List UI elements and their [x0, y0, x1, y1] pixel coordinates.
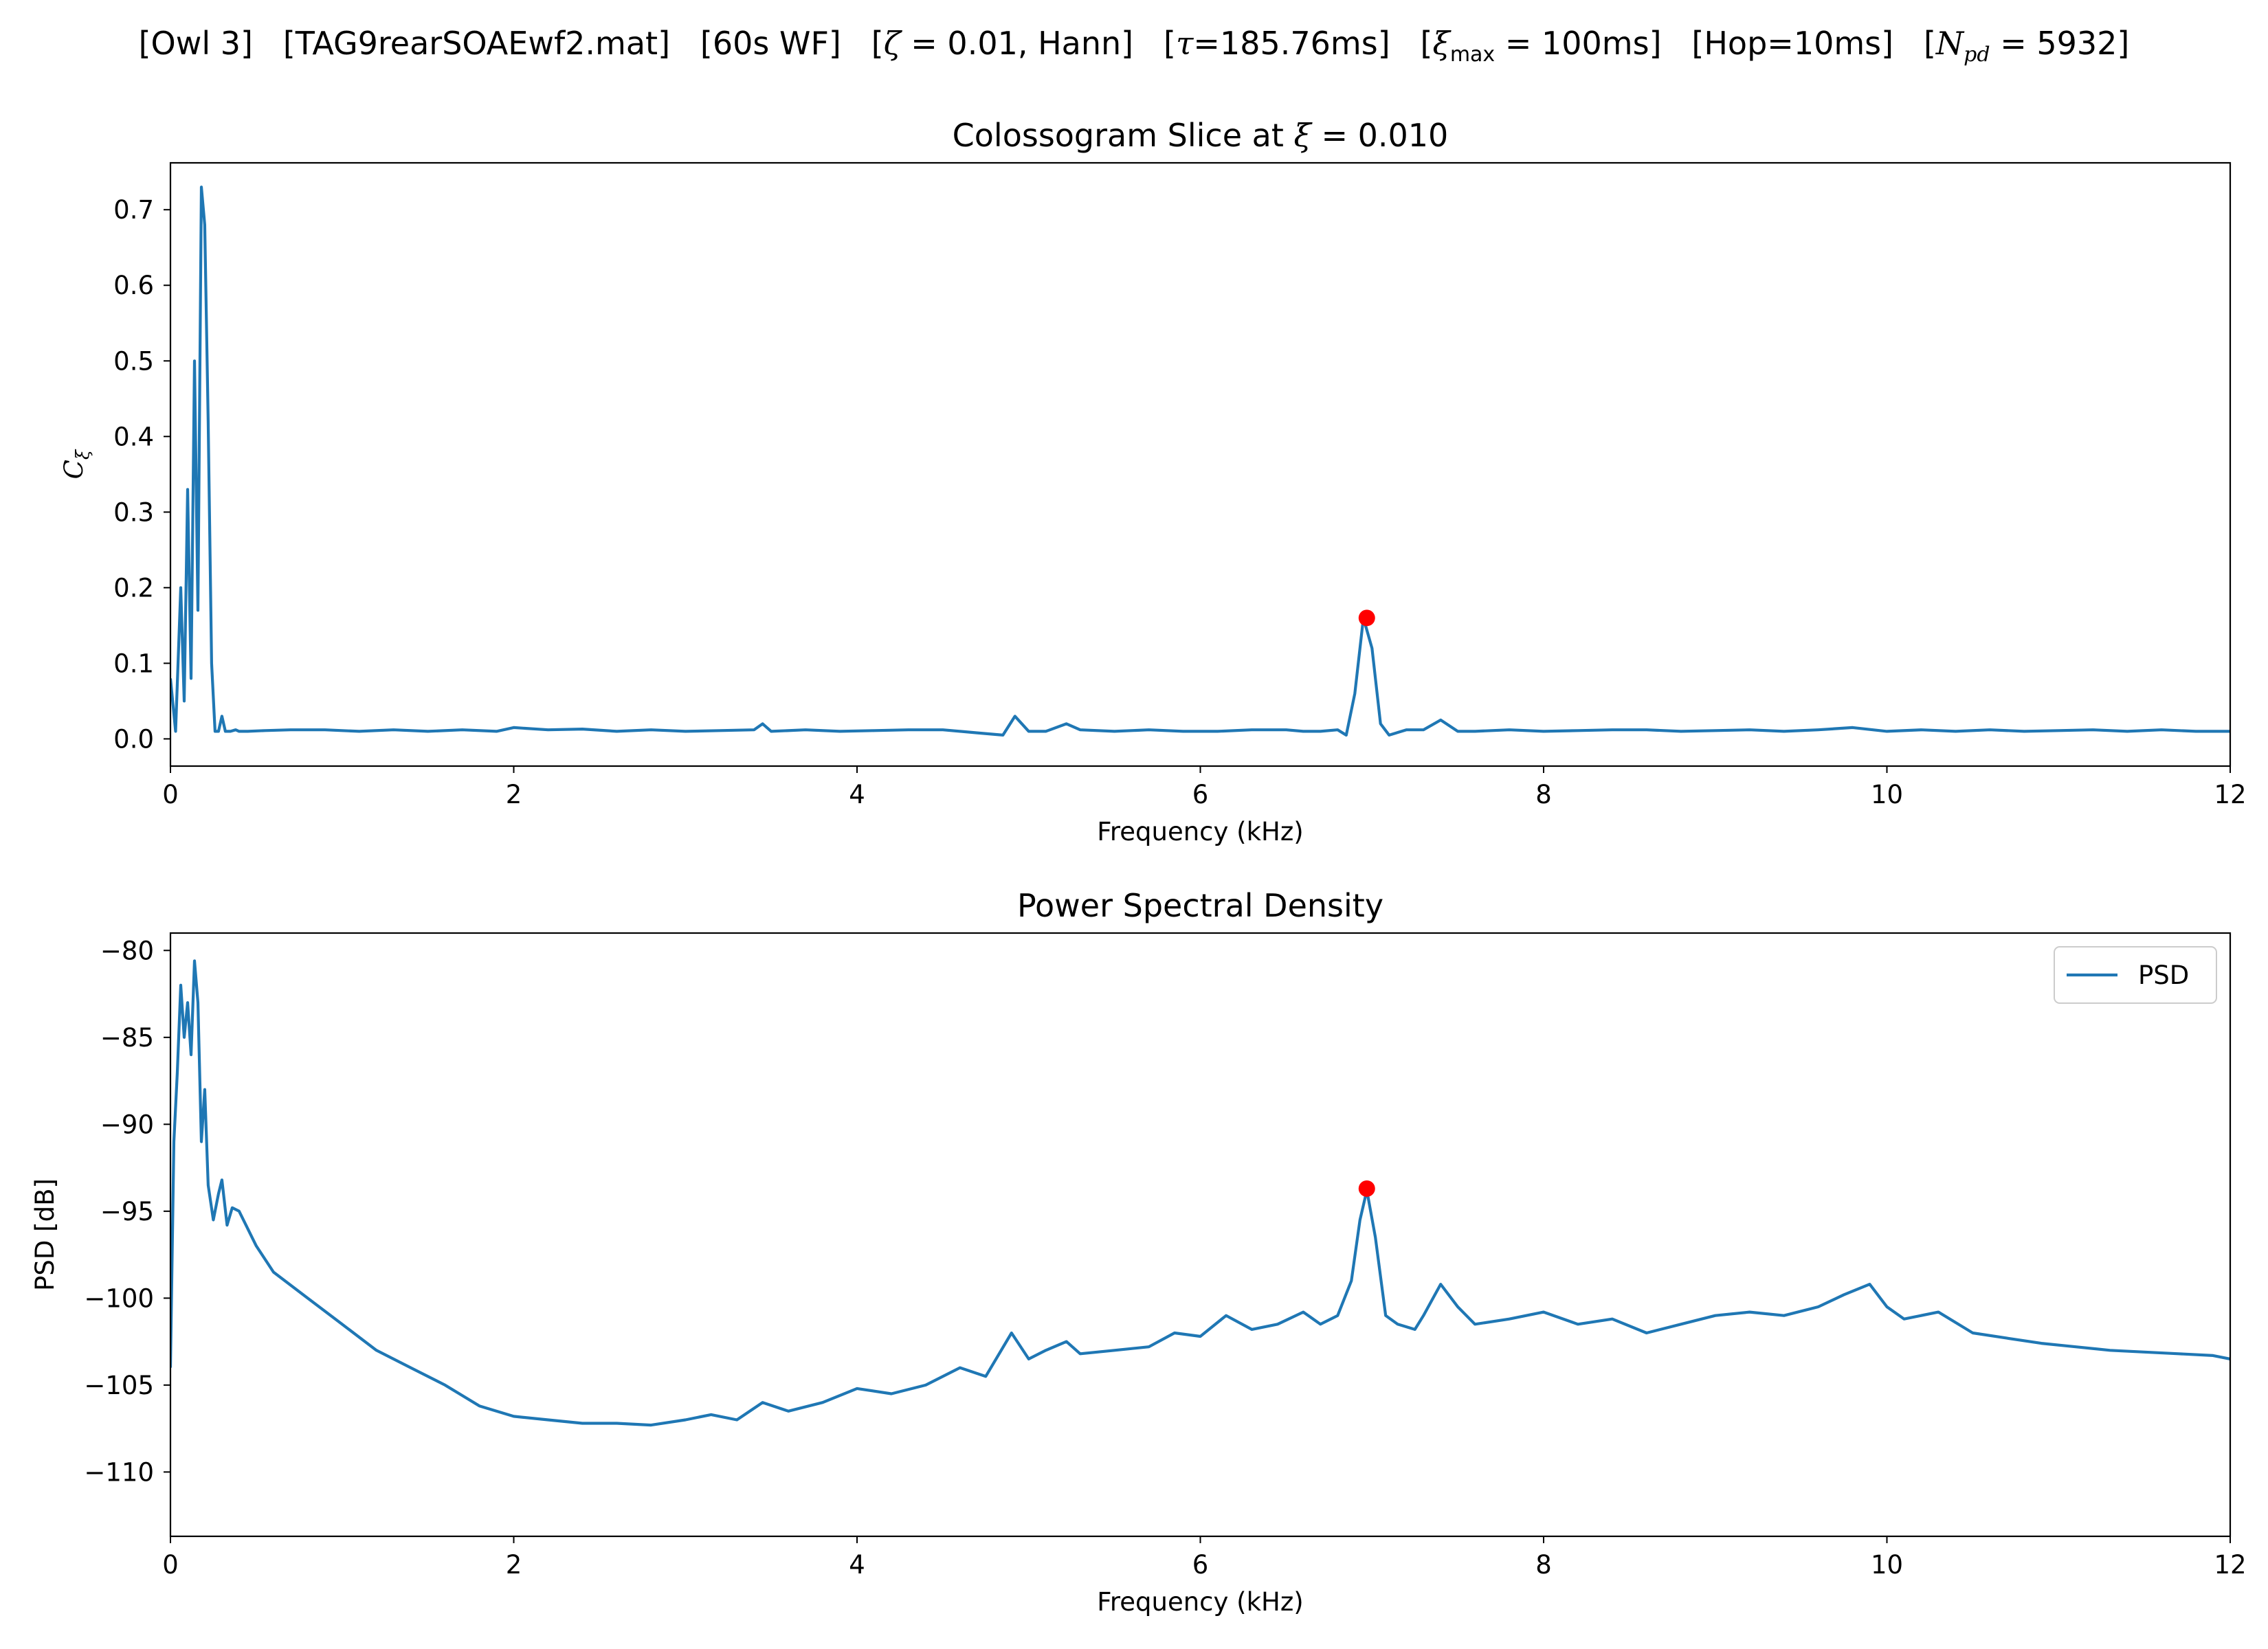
y-axis-label: PSD [dB] [30, 1178, 60, 1291]
x-axis-label: Frequency (kHz) [1097, 817, 1303, 846]
legend-box [2054, 946, 2217, 1004]
y-tick-label: 0.4 [113, 422, 154, 451]
y-axis-label: Cξ [59, 449, 93, 479]
x-tick-label: 10 [1871, 780, 1903, 809]
x-tick-label: 6 [1192, 780, 1209, 809]
y-tick-label: 0.6 [113, 271, 154, 300]
y-tick-label: −105 [84, 1371, 154, 1400]
suptitle-part: [ζ = 0.01, Hann] [871, 25, 1134, 62]
y-tick-label: 0.5 [113, 346, 154, 376]
x-tick-label: 4 [849, 1550, 865, 1580]
x-tick-label: 0 [162, 1550, 179, 1580]
y-tick-label: 0.2 [113, 573, 154, 603]
y-tick-label: 0.1 [113, 649, 154, 678]
suptitle-part: [TAG9rearSOAEwf2.mat] [282, 25, 671, 62]
psd-chart: 0 2 4 6 8 10 12 −80 −85 −90 −95 −100 −105 −110 Power S… [30, 887, 2247, 1617]
axes-frame [169, 932, 2232, 1538]
y-tick-label: 0.3 [113, 497, 154, 527]
x-tick-label: 0 [162, 780, 179, 809]
legend-label: PSD [2138, 961, 2189, 990]
x-tick-label: 8 [1535, 780, 1552, 809]
x-tick-label: 6 [1192, 1550, 1209, 1580]
peak-marker [1358, 609, 1375, 627]
x-tick-label: 12 [2214, 780, 2246, 809]
suptitle-part: [60s WF] [700, 25, 841, 62]
series-line [170, 186, 2230, 737]
suptitle-part: [Hop=10ms] [1691, 25, 1894, 62]
y-tick-label: 0.0 [113, 724, 154, 754]
y-tick-label: −85 [100, 1023, 154, 1053]
y-tick-label: 0.7 [113, 195, 154, 225]
series-line [170, 959, 2230, 1427]
chart-title: Power Spectral Density [1017, 887, 1383, 924]
x-tick-label: 8 [1535, 1550, 1552, 1580]
y-tick-label: −95 [100, 1197, 154, 1226]
y-tick-label: −110 [84, 1457, 154, 1487]
suptitle-part: [ξmax = 100ms] [1420, 25, 1662, 67]
x-tick-label: 4 [849, 780, 865, 809]
chart-title: Colossogram Slice at ξ = 0.010 [953, 117, 1449, 154]
y-tick-label: −90 [100, 1110, 154, 1139]
x-axis-label: Frequency (kHz) [1097, 1587, 1303, 1617]
axes-frame [169, 161, 2232, 767]
peak-marker [1358, 1180, 1375, 1197]
x-tick-label: 2 [506, 1550, 522, 1580]
x-tick-label: 10 [1871, 1550, 1903, 1580]
y-tick-label: −100 [84, 1283, 154, 1313]
x-tick-label: 2 [506, 780, 522, 809]
figure-suptitle: [Owl 3] [TAG9rearSOAEwf2.mat] [60s WF] [… [0, 25, 2268, 67]
x-tick-label: 12 [2214, 1550, 2246, 1580]
suptitle-part: [Npd = 5932] [1923, 25, 2130, 67]
y-tick-label: −80 [100, 936, 154, 965]
colossogram-slice-chart: 0 2 4 6 8 10 12 0.0 0.1 0.2 0.3 0.4 0.5 0.6 0.7 Colosso… [59, 117, 2247, 846]
suptitle-part: [Owl 3] [138, 25, 253, 62]
suptitle-part: [τ=185.76ms] [1164, 25, 1390, 62]
